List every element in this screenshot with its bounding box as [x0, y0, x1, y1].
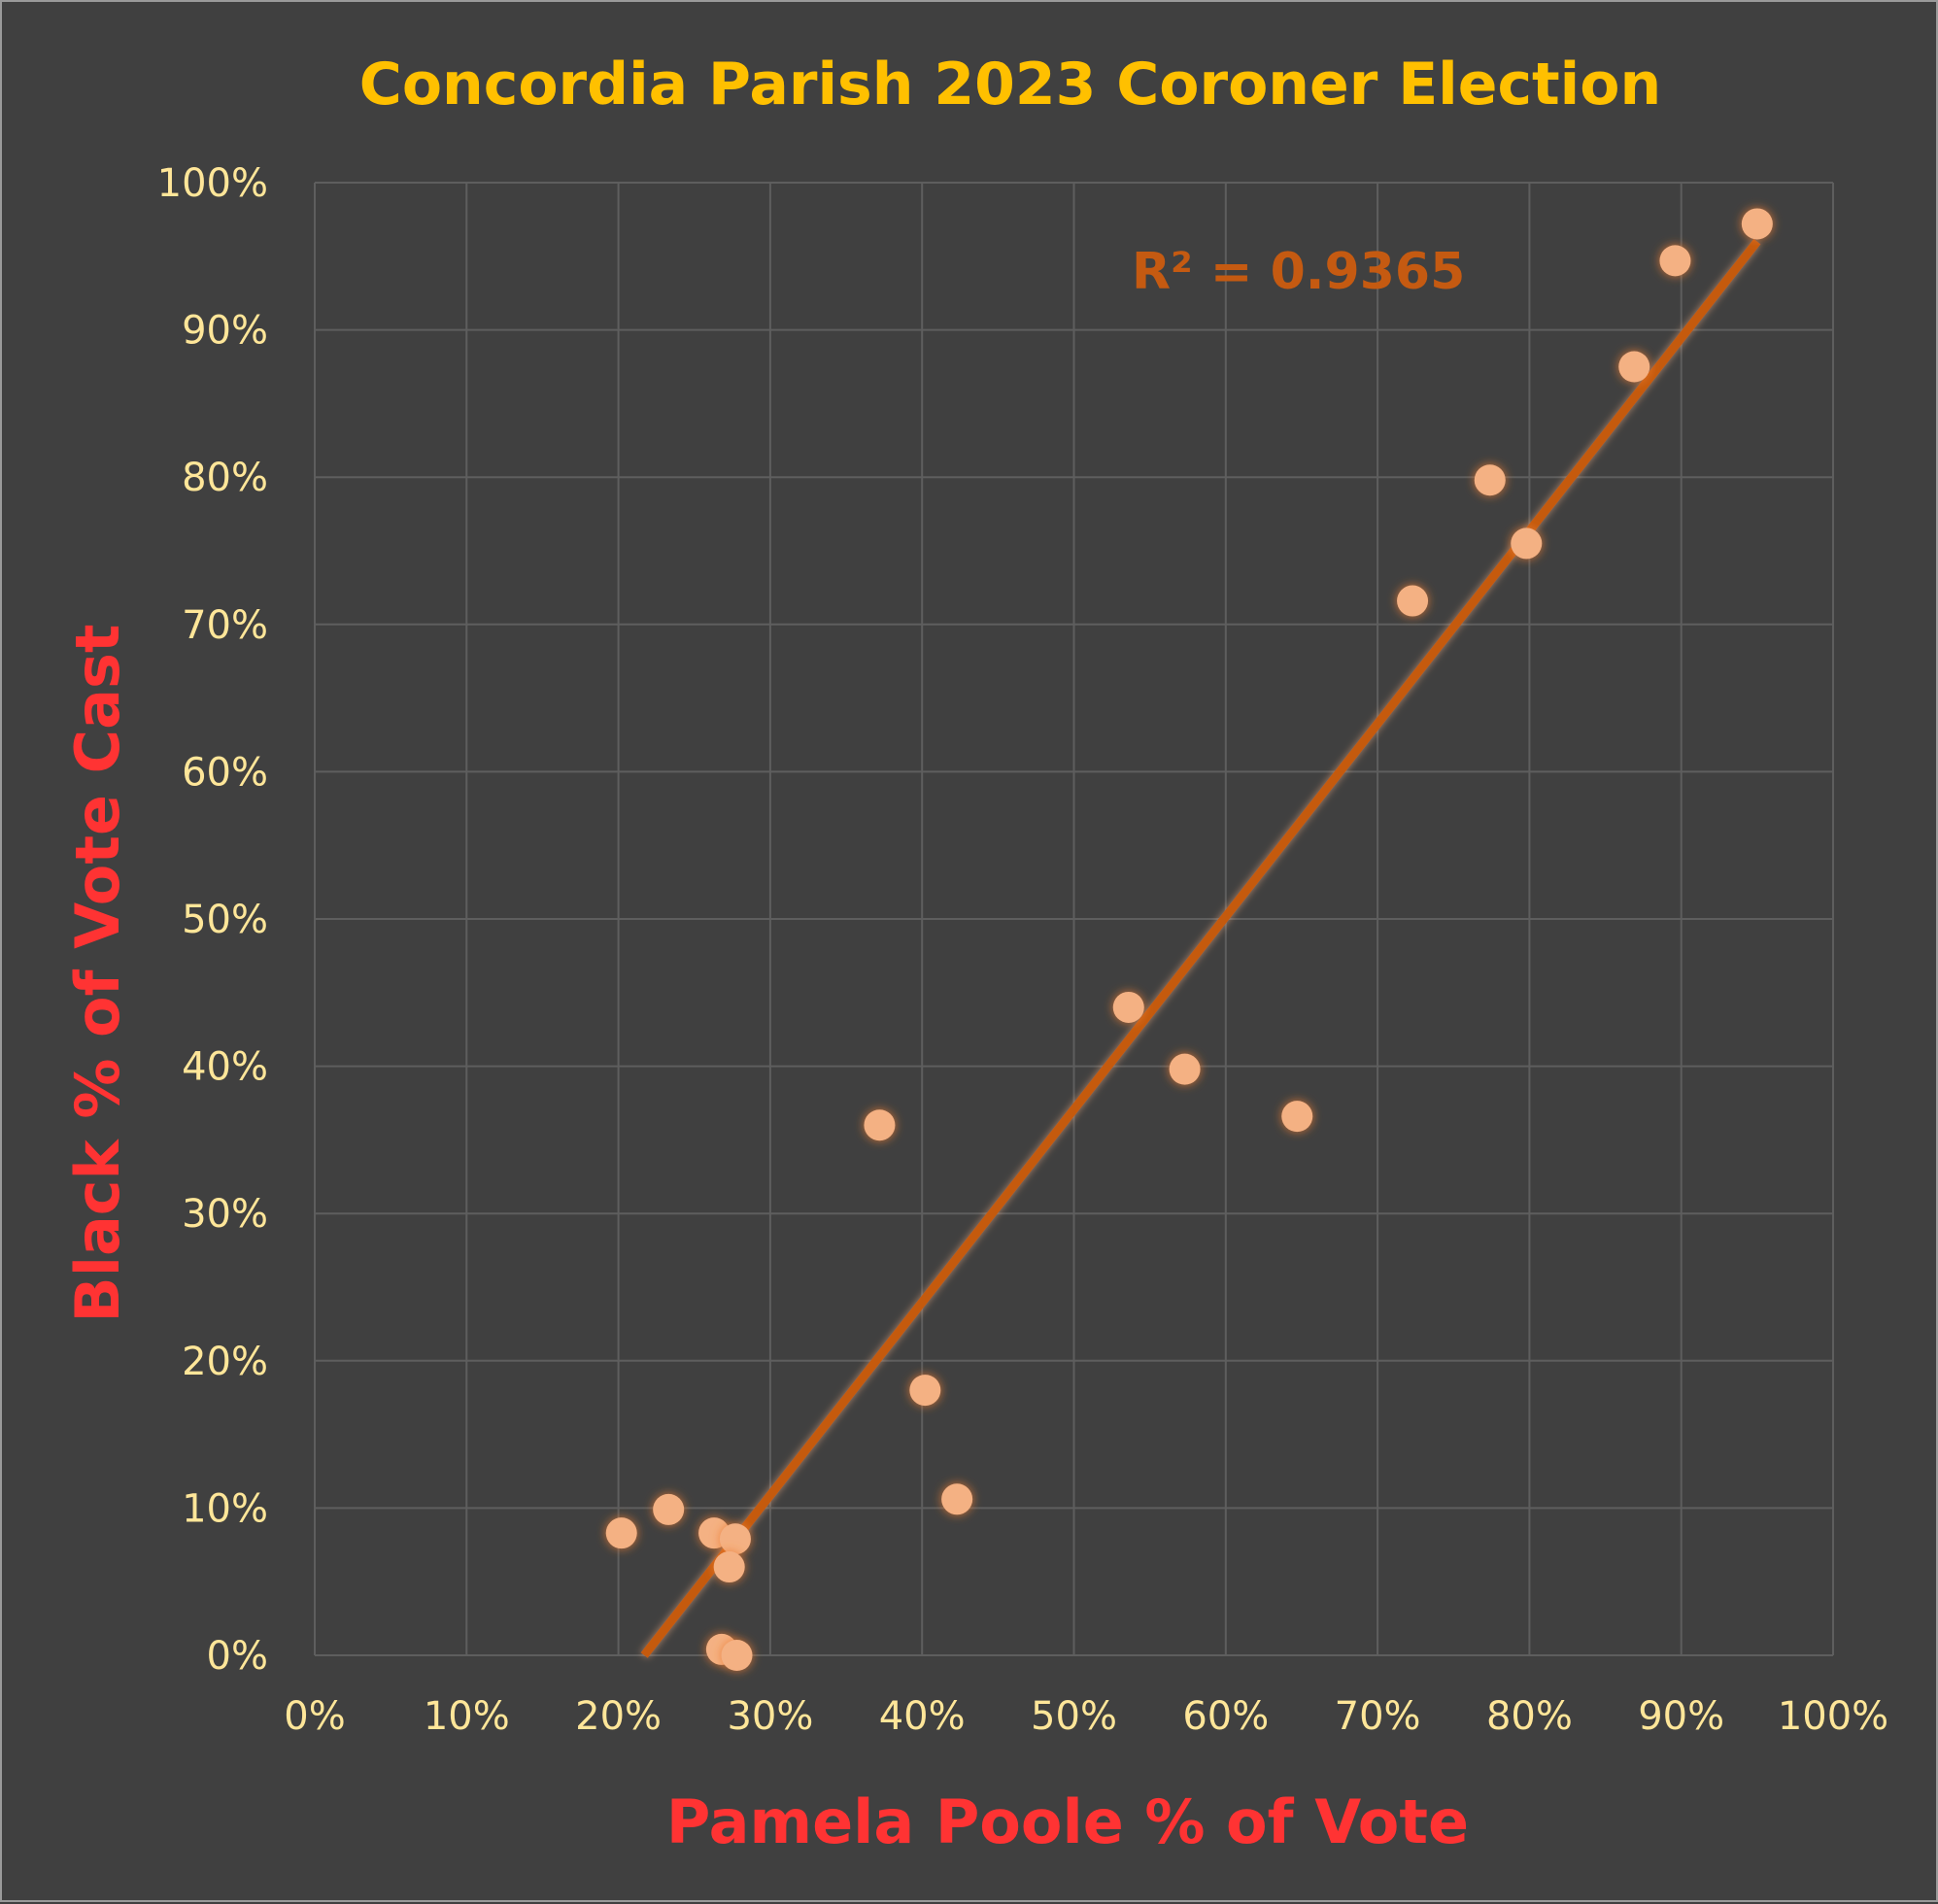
data-point: [1112, 991, 1144, 1023]
r-squared-label: R² = 0.9365: [1132, 243, 1465, 301]
data-point: [1169, 1053, 1201, 1085]
data-point: [1474, 464, 1506, 496]
data-point: [909, 1375, 941, 1407]
trendline-layer: [640, 238, 1761, 1658]
chart-title: Concordia Parish 2023 Coroner Election: [359, 51, 1661, 119]
y-tick-label: 80%: [182, 456, 268, 500]
x-tick-label: 20%: [575, 1694, 662, 1739]
y-tick-label: 50%: [182, 898, 268, 942]
y-tick-label: 60%: [182, 750, 268, 795]
y-tick-label: 10%: [182, 1486, 268, 1531]
data-point: [864, 1109, 896, 1141]
y-axis-title: Black % of Vote Cast: [62, 624, 133, 1322]
x-tick-label: 0%: [284, 1694, 345, 1739]
y-tick-label: 30%: [182, 1192, 268, 1237]
x-tick-label: 10%: [424, 1694, 510, 1739]
x-tick-label: 90%: [1638, 1694, 1724, 1739]
gridlines: [314, 182, 1834, 1656]
y-tick-label: 90%: [182, 309, 268, 354]
y-tick-label: 40%: [182, 1045, 268, 1090]
data-point: [1281, 1101, 1313, 1133]
data-point: [653, 1493, 685, 1525]
data-point: [713, 1551, 745, 1583]
x-tick-label: 30%: [727, 1694, 813, 1739]
x-tick-label: 70%: [1335, 1694, 1421, 1739]
data-point: [1659, 245, 1691, 277]
y-tick-label: 20%: [182, 1340, 268, 1384]
data-point: [1618, 351, 1650, 383]
y-tick-label: 0%: [207, 1634, 268, 1679]
x-tick-label: 50%: [1031, 1694, 1117, 1739]
x-tick-label: 40%: [879, 1694, 966, 1739]
x-tick-label: 80%: [1486, 1694, 1573, 1739]
x-axis-title: Pamela Poole % of Vote: [666, 1786, 1469, 1857]
data-points: [605, 208, 1773, 1671]
trendline: [640, 238, 1761, 1658]
y-tick-label: 100%: [157, 161, 268, 206]
tick-labels: 0% 10% 20% 30% 40% 50% 60% 70% 80% 90% 100% 0% 10% 20…: [157, 161, 1889, 1739]
data-point: [941, 1483, 973, 1515]
y-tick-label: 70%: [182, 603, 268, 648]
data-point: [1397, 585, 1429, 617]
x-tick-label: 100%: [1778, 1694, 1888, 1739]
data-point: [719, 1523, 751, 1555]
data-point: [605, 1517, 637, 1549]
data-point: [1511, 527, 1543, 560]
data-point: [721, 1640, 753, 1671]
data-point: [1741, 208, 1773, 240]
x-tick-label: 60%: [1182, 1694, 1269, 1739]
